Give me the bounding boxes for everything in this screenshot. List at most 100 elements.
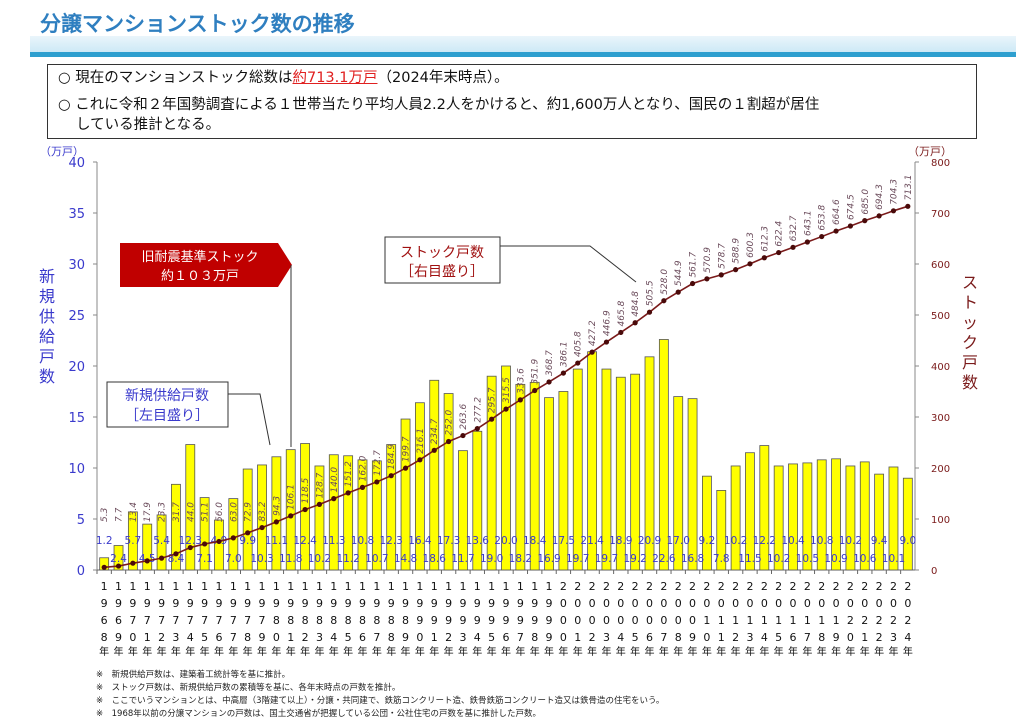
year-label-digit: 9 xyxy=(431,614,438,627)
year-label-digit: 0 xyxy=(904,597,911,610)
stock-value-label: 23.3 xyxy=(158,502,168,522)
stock-point xyxy=(675,289,681,295)
stock-callout-line1: ストック戸数 xyxy=(400,245,484,261)
year-label-digit: 4 xyxy=(330,631,337,644)
summary-line-2: ○ これに令和２年国勢調査による１世帯当たり平均人員2.2人をかけると、約1,6… xyxy=(58,97,820,113)
supply-bar xyxy=(673,396,684,571)
footnote: ※ ここでいうマンションとは、中高層（3階建て以上）・分譲・共同建で、鉄筋コンク… xyxy=(96,696,665,706)
title-band xyxy=(30,36,1016,52)
year-label-digit: 4 xyxy=(474,631,481,644)
supply-bar xyxy=(788,463,798,571)
left-tick-label: 30 xyxy=(68,258,85,273)
stock-point xyxy=(173,551,179,557)
year-label-suffix: 年 xyxy=(257,645,267,658)
stock-value-label: 56.0 xyxy=(215,502,225,522)
stock-value-label: 505.5 xyxy=(646,280,656,306)
year-label-suffix: 年 xyxy=(501,645,511,658)
year-label-digit: 8 xyxy=(101,631,108,644)
year-label-suffix: 年 xyxy=(673,645,683,658)
year-label-digit: 2 xyxy=(876,580,883,593)
year-label-digit: 3 xyxy=(316,631,323,644)
year-label-suffix: 年 xyxy=(530,645,540,658)
year-label-suffix: 年 xyxy=(329,645,339,658)
year-label-suffix: 年 xyxy=(659,645,669,658)
left-axis-title-char: 戸 xyxy=(39,347,55,366)
year-label-digit: 2 xyxy=(732,631,739,644)
supply-bar xyxy=(630,373,641,571)
left-axis-title-char: 新 xyxy=(39,267,55,286)
year-label-digit: 0 xyxy=(703,631,710,644)
stock-point xyxy=(202,541,208,547)
supply-value-label: 10.1 xyxy=(882,553,905,565)
supply-value-label: 18.2 xyxy=(509,553,532,565)
year-label-digit: 9 xyxy=(689,631,696,644)
stock-point xyxy=(546,379,552,385)
year-label-suffix: 年 xyxy=(429,645,439,658)
supply-value-label: 20.9 xyxy=(638,535,661,547)
year-label-digit: 3 xyxy=(603,631,610,644)
year-label-digit: 1 xyxy=(517,580,524,593)
right-tick-label: 600 xyxy=(931,260,950,271)
year-label-digit: 0 xyxy=(632,597,639,610)
supply-value-label: 12.2 xyxy=(753,535,776,547)
year-label-suffix: 年 xyxy=(888,645,898,658)
stock-point xyxy=(359,484,366,490)
supply-value-label: 16.9 xyxy=(537,553,560,565)
stock-value-label: 446.9 xyxy=(602,310,612,336)
year-label-suffix: 年 xyxy=(831,645,841,658)
left-axis-title-char: 供 xyxy=(39,307,55,326)
stock-value-label: 7.7 xyxy=(115,507,125,522)
stock-value-label: 216.1 xyxy=(416,428,426,454)
left-tick-label: 20 xyxy=(68,360,85,375)
stock-point xyxy=(503,406,509,412)
stock-value-label: 544.9 xyxy=(674,260,684,286)
year-label-digit: 1 xyxy=(316,580,323,593)
year-label-digit: 0 xyxy=(833,597,840,610)
year-label-digit: 5 xyxy=(775,631,782,644)
left-tick-label: 5 xyxy=(77,513,85,528)
right-tick-label: 400 xyxy=(931,362,950,373)
year-label-digit: 7 xyxy=(244,614,251,627)
supply-value-label: 12.4 xyxy=(293,535,317,547)
supply-value-label: 10.9 xyxy=(824,553,847,565)
year-label-digit: 1 xyxy=(775,614,782,627)
year-label-digit: 2 xyxy=(904,580,911,593)
year-label-digit: 9 xyxy=(503,614,510,627)
year-label-digit: 9 xyxy=(503,597,510,610)
supply-bar xyxy=(386,444,397,571)
year-label-digit: 1 xyxy=(790,614,797,627)
year-label-digit: 1 xyxy=(359,580,366,593)
year-label-digit: 2 xyxy=(703,580,710,593)
year-label-digit: 2 xyxy=(876,614,883,627)
year-label-suffix: 年 xyxy=(645,645,655,658)
year-label-digit: 1 xyxy=(388,580,395,593)
stock-value-label: 234.7 xyxy=(430,418,440,444)
stock-point xyxy=(833,228,839,234)
stock-point xyxy=(733,267,739,273)
year-label-digit: 9 xyxy=(215,597,222,610)
supply-bar xyxy=(314,465,325,571)
supply-value-label: 10.2 xyxy=(767,553,790,565)
year-label-digit: 1 xyxy=(273,580,280,593)
stock-value-label: 704.3 xyxy=(889,179,899,205)
year-label-digit: 1 xyxy=(445,580,452,593)
stock-point xyxy=(718,272,724,278)
supply-bar xyxy=(257,464,267,571)
year-label-digit: 9 xyxy=(345,597,352,610)
supply-bar xyxy=(142,523,153,571)
year-label-digit: 1 xyxy=(703,614,710,627)
year-label-digit: 1 xyxy=(144,580,151,593)
supply-bar xyxy=(371,460,382,571)
year-label-digit: 9 xyxy=(259,631,266,644)
year-label-digit: 1 xyxy=(574,631,581,644)
year-label-digit: 2 xyxy=(445,631,452,644)
year-label-digit: 6 xyxy=(503,631,510,644)
year-label-digit: 0 xyxy=(589,597,596,610)
year-label-suffix: 年 xyxy=(458,645,468,658)
supply-bar xyxy=(214,519,224,571)
year-label-digit: 1 xyxy=(244,580,251,593)
year-label-digit: 7 xyxy=(230,631,237,644)
supply-bar xyxy=(716,490,727,571)
supply-value-label: 10.5 xyxy=(796,553,819,565)
year-label-digit: 0 xyxy=(273,631,280,644)
